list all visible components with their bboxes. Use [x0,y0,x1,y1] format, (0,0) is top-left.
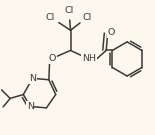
Text: O: O [108,28,115,37]
Text: O: O [48,54,56,63]
Text: N: N [27,102,34,111]
Text: Cl: Cl [46,13,55,22]
Text: Cl: Cl [83,13,92,22]
Text: N: N [29,74,36,83]
Text: NH: NH [82,54,96,63]
Text: Cl: Cl [64,6,74,15]
